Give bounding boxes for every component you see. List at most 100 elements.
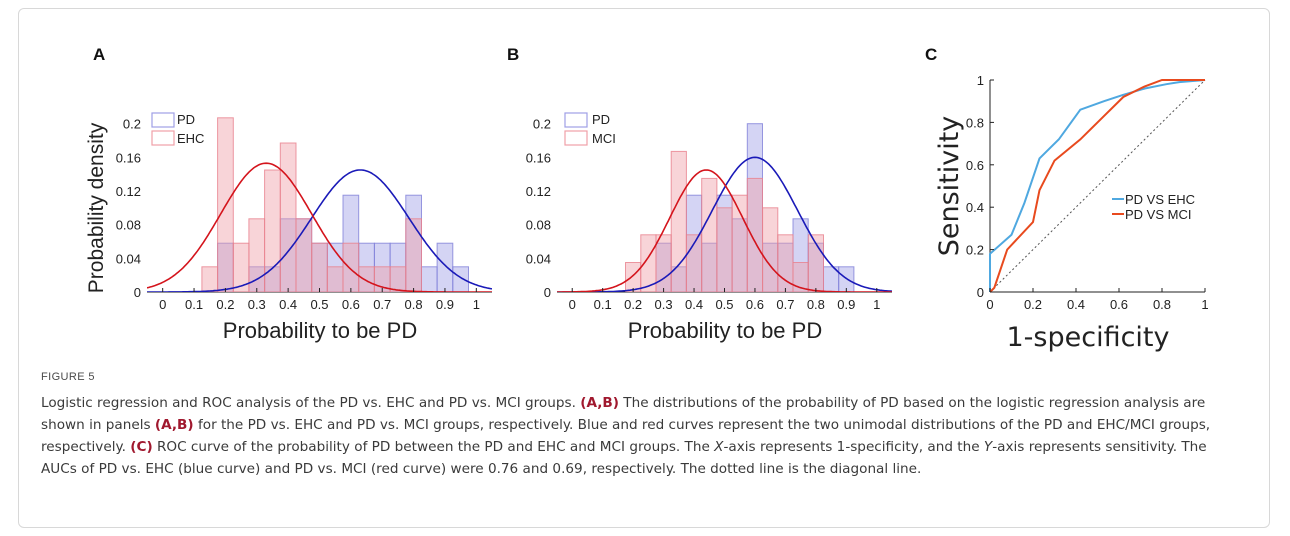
x-tick-label: 0.5 xyxy=(715,297,733,312)
figure-5-graphic: A 0 0.1 0.2 0.3 0.4 0.5 0.6 0.7 0.8 0.9 1 0 0.04 0.08… xyxy=(85,45,1209,353)
x-tick-label: 0.7 xyxy=(776,297,794,312)
y-tick-label: 0.12 xyxy=(116,184,141,199)
panel-b-fit-curves xyxy=(557,156,892,292)
y-tick-label: 0.4 xyxy=(966,200,984,215)
histogram-bar-mci xyxy=(716,207,733,292)
fit-curve-pd xyxy=(557,156,892,292)
roc-line-pd-vs-mci xyxy=(989,79,1205,293)
caption-run: The distributions of the probability of … xyxy=(41,395,1206,433)
panel-c-roc-curves xyxy=(989,79,1206,293)
caption-run: X xyxy=(714,439,724,455)
histogram-bar-pd xyxy=(838,266,855,292)
x-tick-label: 0 xyxy=(159,297,166,312)
histogram-bar-ehc xyxy=(279,142,297,292)
histogram-bar-mci xyxy=(701,177,718,292)
panel-a-legend: PD EHC xyxy=(151,112,204,146)
panel-c-legend: PD VS EHC PD VS MCI xyxy=(1112,192,1195,222)
panel-b-histogram xyxy=(625,123,855,292)
fit-curve-ehc xyxy=(147,162,492,292)
panel-b-xlabel: Probability to be PD xyxy=(628,318,822,343)
caption-run: -axis represents sensitivity. The AUCs o… xyxy=(41,439,1207,477)
y-tick-label: 1 xyxy=(977,73,984,88)
fit-curve-mci xyxy=(557,169,892,292)
histogram-bar-ehc xyxy=(264,169,281,292)
panel-c-ticks: 0 0.2 0.4 0.6 0.8 1 0 0.2 0.4 0.6 0.8 1 xyxy=(966,73,1209,312)
y-tick-label: 0.2 xyxy=(966,243,984,258)
x-tick-label: 0.3 xyxy=(655,297,673,312)
y-tick-label: 0.6 xyxy=(966,158,984,173)
histogram-bar-pd xyxy=(420,266,438,292)
histogram-bar-mci xyxy=(625,262,642,292)
caption-run: ROC curve of the probability of PD betwe… xyxy=(152,439,715,455)
panel-a-ylabel: Probability density xyxy=(85,122,108,293)
y-tick-label: 0 xyxy=(977,285,984,300)
panel-c-xlabel: 1-specificity xyxy=(1006,322,1169,353)
legend-label-pd: PD xyxy=(592,112,610,127)
panel-a-xlabel: Probability to be PD xyxy=(223,318,417,343)
x-tick-label: 0.6 xyxy=(342,297,360,312)
histogram-bar-ehc xyxy=(201,266,219,292)
caption-run: Logistic regression and ROC analysis of … xyxy=(41,395,581,411)
y-tick-label: 0.16 xyxy=(116,150,141,165)
fit-curve-pd xyxy=(147,169,492,292)
x-tick-label: 0.7 xyxy=(373,297,391,312)
x-tick-label: 0.8 xyxy=(405,297,423,312)
x-tick-label: 0.2 xyxy=(216,297,234,312)
x-tick-label: 0.3 xyxy=(248,297,266,312)
y-tick-label: 0.08 xyxy=(116,218,141,233)
histogram-bar-mci xyxy=(762,207,779,292)
y-tick-label: 0.8 xyxy=(966,115,984,130)
legend-swatch-mci xyxy=(564,130,588,146)
y-tick-label: 0.2 xyxy=(533,117,551,132)
legend-label-ehc: EHC xyxy=(177,131,204,146)
x-tick-label: 1 xyxy=(873,297,880,312)
x-tick-label: 0.6 xyxy=(746,297,764,312)
caption-run: for the PD vs. EHC and PD vs. MCI groups… xyxy=(41,417,1211,455)
x-tick-label: 1 xyxy=(473,297,480,312)
histogram-bar-ehc xyxy=(326,266,344,292)
panel-b-ticks: 0 0.1 0.2 0.3 0.4 0.5 0.6 0.7 0.8 0.9 1 0 0.04 0.08 0.… xyxy=(526,117,881,312)
legend-swatch-ehc xyxy=(151,130,175,146)
x-tick-label: 0.8 xyxy=(807,297,825,312)
y-tick-label: 0.2 xyxy=(123,117,141,132)
y-tick-label: 0.16 xyxy=(526,150,551,165)
y-tick-label: 0.04 xyxy=(116,251,141,266)
legend-label-mci: MCI xyxy=(592,131,616,146)
panel-c: C 0 0.2 0.4 0.6 0.8 1 0 0.2 0.4 0.6 0.8 1 1-specifi… xyxy=(925,45,1209,353)
histogram-bar-ehc xyxy=(248,218,266,292)
x-tick-label: 0.2 xyxy=(1024,297,1042,312)
histogram-bar-pd xyxy=(436,242,454,292)
y-tick-label: 0.12 xyxy=(526,184,551,199)
x-tick-label: 0.2 xyxy=(624,297,642,312)
panel-b: B 0 0.1 0.2 0.3 0.4 0.5 0.6 0.7 0.8 0.9 1 0 0.04 0.08… xyxy=(507,45,892,343)
panel-a: A 0 0.1 0.2 0.3 0.4 0.5 0.6 0.7 0.8 0.9 1 0 0.04 0.08… xyxy=(85,45,492,343)
x-tick-label: 1 xyxy=(1201,297,1208,312)
histogram-bar-mci xyxy=(731,194,748,292)
x-tick-label: 0 xyxy=(986,297,993,312)
histogram-bar-ehc xyxy=(358,266,375,292)
legend-label-pd: PD xyxy=(177,112,195,127)
histogram-bar-pd xyxy=(452,266,469,292)
x-tick-label: 0.9 xyxy=(837,297,855,312)
panel-a-ticks: 0 0.1 0.2 0.3 0.4 0.5 0.6 0.7 0.8 0.9 1 0 0.04 0.08 0.… xyxy=(116,117,480,312)
figure-label: FIGURE 5 xyxy=(41,371,95,383)
histogram-bar-mci xyxy=(655,234,672,292)
histogram-bar-mci xyxy=(746,177,763,292)
x-tick-label: 0.4 xyxy=(279,297,297,312)
x-tick-label: 0.4 xyxy=(1067,297,1085,312)
legend-label-pd-vs-mci: PD VS MCI xyxy=(1125,207,1191,222)
panel-a-histogram xyxy=(201,117,469,292)
x-tick-label: 0.6 xyxy=(1110,297,1128,312)
y-tick-label: 0 xyxy=(544,285,551,300)
panel-b-legend: PD MCI xyxy=(564,112,616,146)
histogram-bar-mci xyxy=(670,150,687,292)
caption-run: -axis represents 1-specificity, and the xyxy=(723,439,984,455)
x-tick-label: 0.5 xyxy=(310,297,328,312)
legend-swatch-pd xyxy=(564,112,588,128)
panel-a-label: A xyxy=(93,45,105,64)
x-tick-label: 0.8 xyxy=(1153,297,1171,312)
caption-run: (C) xyxy=(130,439,153,455)
x-tick-label: 0.1 xyxy=(594,297,612,312)
histogram-bar-ehc xyxy=(342,242,360,292)
legend-label-pd-vs-ehc: PD VS EHC xyxy=(1125,192,1195,207)
